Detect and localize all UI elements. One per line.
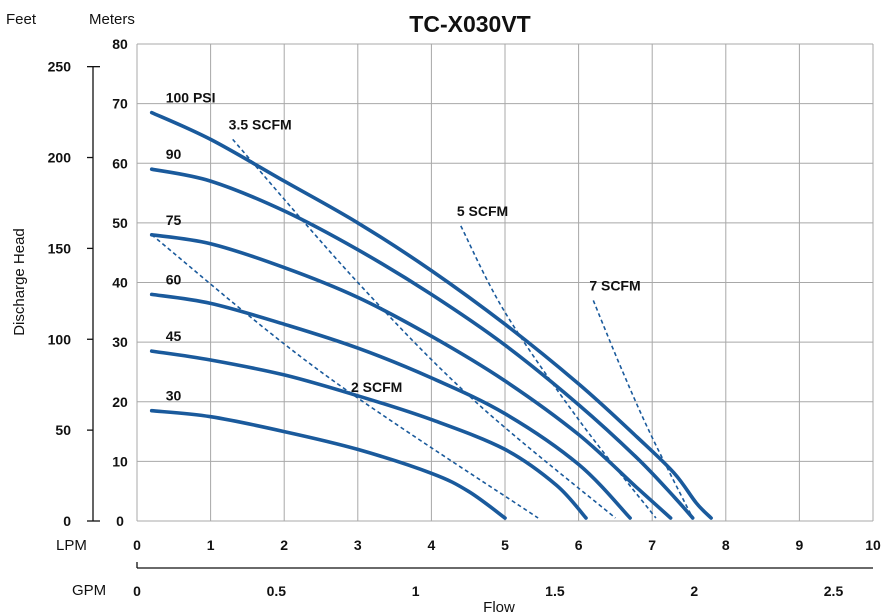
meters-tick-label: 10 xyxy=(112,453,128,469)
lpm-tick-label: 1 xyxy=(207,537,215,553)
pressure-curve-30 xyxy=(149,408,507,520)
meters-tick-label: 20 xyxy=(112,394,128,410)
pressure-curve-90 xyxy=(149,167,695,520)
chart-title: TC-X030VT xyxy=(409,11,530,37)
lpm-tick-label: 3 xyxy=(354,537,362,553)
air-line-label: 3.5 SCFM xyxy=(229,116,292,132)
air-line-2-scfm xyxy=(151,234,539,519)
lpm-tick-label: 2 xyxy=(280,537,288,553)
feet-tick-label: 50 xyxy=(55,422,71,438)
feet-tick-label: 250 xyxy=(48,59,72,75)
air-consumption-lines xyxy=(151,138,694,519)
pressure-curve-label: 30 xyxy=(166,388,182,404)
lpm-axis-label: LPM xyxy=(56,537,87,554)
feet-unit-label: Feet xyxy=(6,11,37,28)
lpm-tick-label: 9 xyxy=(796,537,804,553)
meters-tick-label: 50 xyxy=(112,215,128,231)
meters-tick-label: 30 xyxy=(112,334,128,350)
air-line-7-scfm xyxy=(592,300,694,519)
gpm-tick-label: 0 xyxy=(133,583,141,599)
gpm-tick-label: 1.5 xyxy=(545,583,565,599)
meters-tick-label: 80 xyxy=(112,36,128,52)
pressure-curve-label: 45 xyxy=(166,328,182,344)
feet-tick-label: 0 xyxy=(63,513,71,529)
pressure-curves xyxy=(149,110,713,520)
gpm-tick-label: 2 xyxy=(690,583,698,599)
curve-labels: 100 PSI 90 75 60 45 30 2 SCFM 3.5 SCFM 5 SCFM 7 S… xyxy=(166,90,641,404)
gpm-tick-label: 0.5 xyxy=(267,583,287,599)
pressure-curve-100-psi xyxy=(149,110,713,520)
lpm-tick-label: 7 xyxy=(648,537,656,553)
air-line-label: 5 SCFM xyxy=(457,203,508,219)
air-line-3-5-scfm xyxy=(232,138,616,519)
y-axis-title: Discharge Head xyxy=(11,228,28,336)
pressure-curve-label: 60 xyxy=(166,271,182,287)
x-axis-title: Flow xyxy=(483,599,515,616)
grid-lines xyxy=(136,43,874,522)
gpm-tick-label: 1 xyxy=(412,583,420,599)
lpm-tick-label: 0 xyxy=(133,537,141,553)
feet-tick-label: 100 xyxy=(48,331,72,347)
meters-tick-label: 60 xyxy=(112,155,128,171)
gpm-axis-label: GPM xyxy=(72,582,106,599)
pressure-curve-label: 75 xyxy=(166,212,182,228)
axes xyxy=(92,66,873,569)
lpm-tick-label: 6 xyxy=(575,537,583,553)
feet-tick-label: 150 xyxy=(48,240,72,256)
lpm-tick-label: 8 xyxy=(722,537,730,553)
meters-tick-label: 70 xyxy=(112,96,128,112)
feet-tick-label: 200 xyxy=(48,150,72,166)
pressure-curve-60 xyxy=(149,292,632,520)
pressure-curve-label: 100 PSI xyxy=(166,90,216,106)
pressure-curve-label: 90 xyxy=(166,146,182,162)
gpm-tick-label: 2.5 xyxy=(824,583,844,599)
meters-unit-label: Meters xyxy=(89,11,135,28)
air-line-label: 2 SCFM xyxy=(351,379,402,395)
meters-tick-label: 0 xyxy=(116,513,124,529)
lpm-tick-label: 5 xyxy=(501,537,509,553)
pressure-curve-45 xyxy=(149,349,588,520)
pressure-curve-75 xyxy=(149,233,673,520)
lpm-tick-label: 4 xyxy=(428,537,436,553)
air-line-5-scfm xyxy=(460,225,657,519)
air-line-label: 7 SCFM xyxy=(589,277,640,293)
lpm-tick-label: 10 xyxy=(865,537,881,553)
meters-tick-label: 40 xyxy=(112,275,128,291)
